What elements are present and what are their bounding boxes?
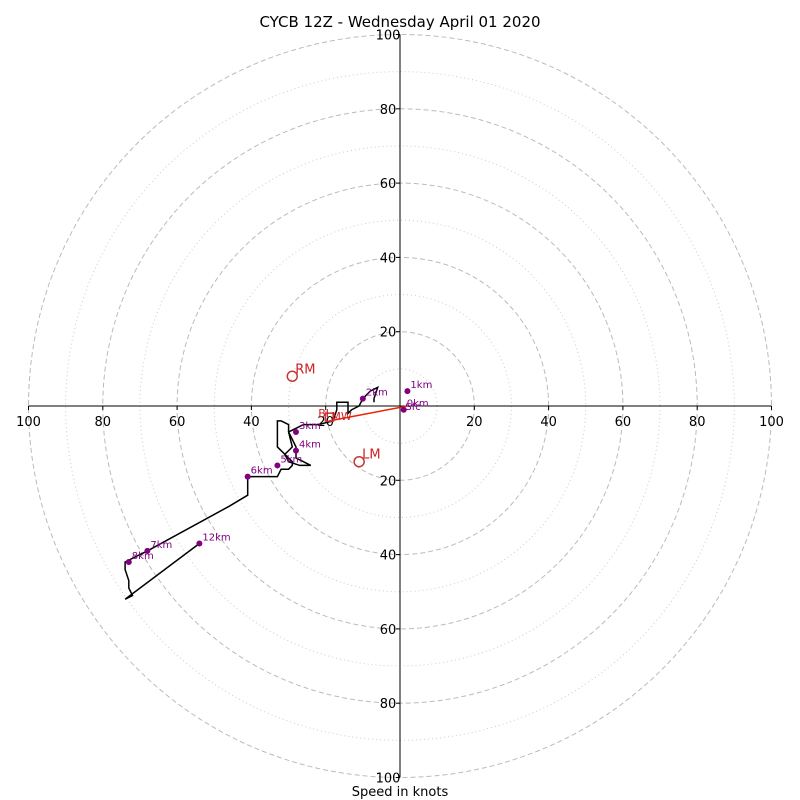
x-tick-label: 20 (466, 415, 483, 430)
x-tick-label: 60 (615, 415, 632, 430)
height-dot-1km (404, 388, 411, 395)
y-tick-label: 20 (380, 326, 397, 341)
tick-labels: 100 80 60 40 20 20 40 60 80 100100806040202040608… (16, 29, 784, 787)
y-tick-label: 80 (380, 103, 397, 118)
y-tick-label: 20 (380, 474, 397, 489)
storm-marker-MW (324, 412, 335, 422)
sfc-label: Sfc (405, 402, 420, 413)
y-tick-label: 40 (380, 549, 397, 564)
storm-label-RM: RM (295, 362, 315, 377)
height-dot-4km (292, 447, 299, 454)
height-dot-7km (144, 547, 151, 554)
y-tick-label: 100 (376, 29, 401, 44)
x-axis-label: Speed in knots (352, 785, 449, 800)
height-dot-8km (125, 559, 132, 566)
height-dot-12km (196, 540, 203, 547)
storm-marker-RM (286, 370, 299, 383)
height-dot-2km (359, 395, 366, 402)
height-dot-5km (274, 462, 281, 469)
height-label-3km: 3km (299, 421, 321, 432)
height-dot-3km (292, 429, 299, 436)
x-tick-label: 40 (243, 415, 260, 430)
height-label-12km: 12km (202, 532, 230, 543)
x-tick-label: 60 (169, 415, 186, 430)
x-tick-label: 100 (16, 415, 41, 430)
bulk-shear-line (329, 405, 408, 422)
hodograph-line (124, 385, 379, 600)
x-tick-label: 100 (759, 415, 784, 430)
storm-marker-LM (353, 455, 365, 468)
shear-label: BI (318, 407, 329, 420)
y-tick-label: 40 (380, 251, 397, 266)
height-dot-0km (400, 406, 407, 413)
height-label-2km: 2km (366, 388, 388, 399)
chart-title: CYCB 12Z - Wednesday April 01 2020 (259, 13, 540, 31)
height-label-4km: 4km (299, 440, 321, 451)
y-tick-label: 80 (380, 697, 397, 712)
storm-label-MW: MW (331, 410, 351, 423)
x-tick-label: 80 (689, 415, 706, 430)
storm-label-LM: LM (362, 448, 380, 463)
hodograph-trace (124, 385, 408, 600)
height-label-6km: 6km (251, 466, 273, 477)
height-label-7km: 7km (150, 540, 172, 551)
x-tick-label: 40 (540, 415, 557, 430)
y-tick-label: 60 (380, 177, 397, 192)
axes (28, 34, 772, 778)
height-label-1km: 1km (410, 380, 432, 391)
height-label-8km: 8km (132, 551, 154, 562)
x-tick-label: 80 (95, 415, 112, 430)
height-label-5km: 5km (280, 454, 302, 465)
height-label-0km: 0km (407, 399, 429, 410)
y-tick-label: 100 (376, 772, 401, 787)
y-tick-label: 60 (380, 623, 397, 638)
height-dot-6km (244, 473, 251, 480)
